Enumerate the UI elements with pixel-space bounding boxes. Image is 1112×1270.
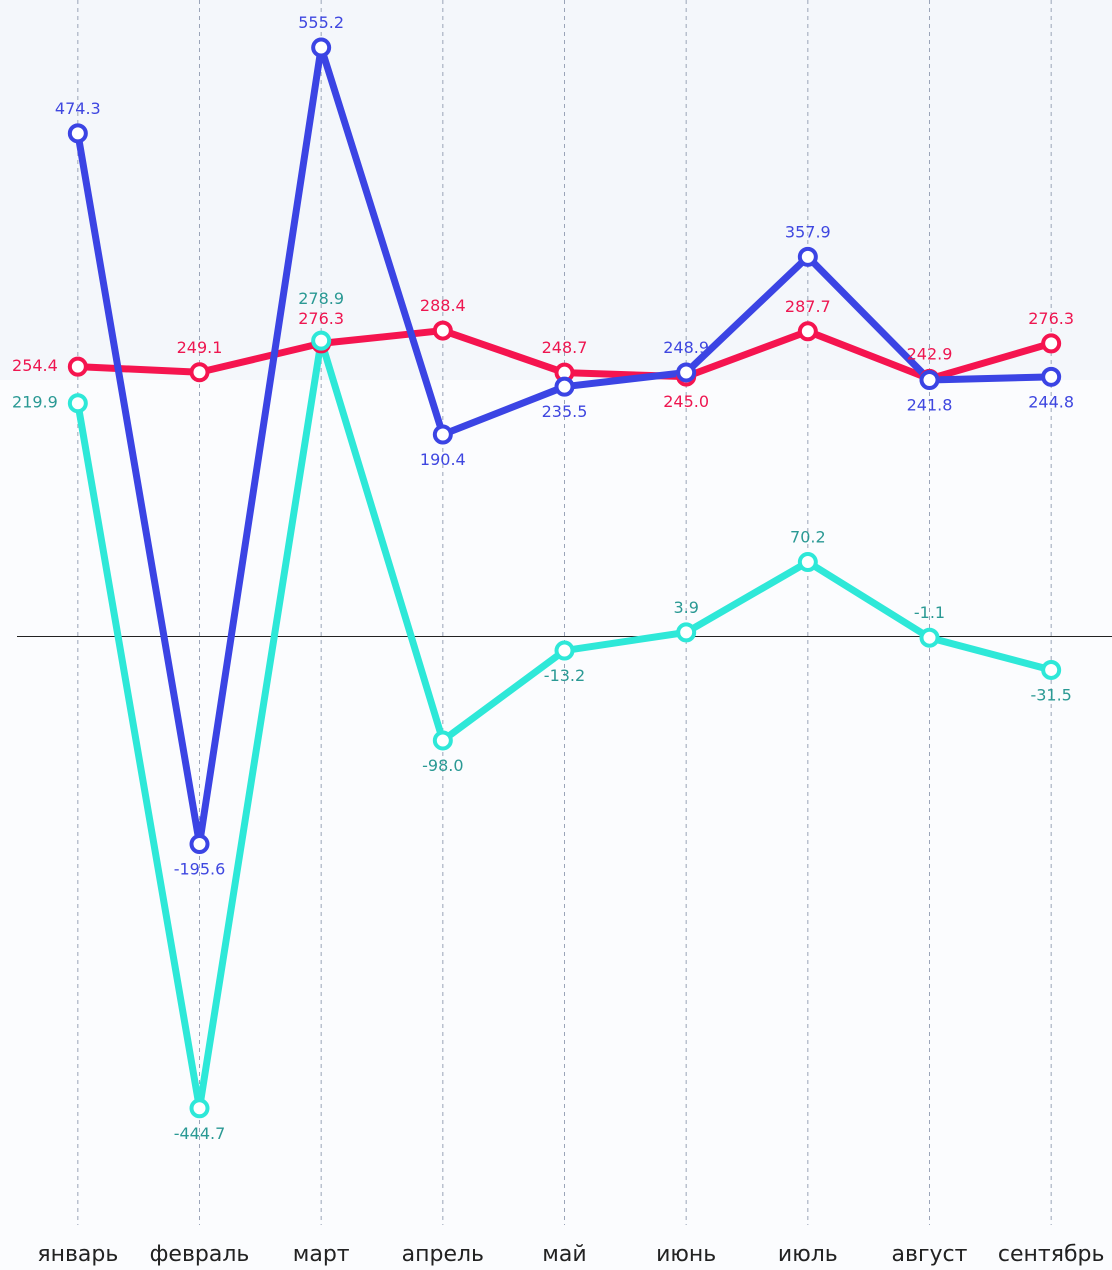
point xyxy=(797,321,818,342)
x-tick-label: март xyxy=(293,1242,350,1267)
data-label: 278.9 xyxy=(298,289,344,308)
x-tick-label: май xyxy=(542,1242,586,1267)
point xyxy=(797,246,818,267)
point xyxy=(919,370,940,391)
data-label: 235.5 xyxy=(542,402,588,421)
point xyxy=(189,362,210,383)
data-label: -13.2 xyxy=(544,666,585,685)
x-tick-label: февраль xyxy=(150,1242,250,1267)
point xyxy=(189,834,210,855)
x-tick-label: июль xyxy=(778,1242,838,1267)
data-label: 245.0 xyxy=(663,392,709,411)
data-label: 248.7 xyxy=(542,338,588,357)
data-label: 287.7 xyxy=(785,297,831,316)
x-tick-label: январь xyxy=(37,1242,118,1267)
point xyxy=(676,622,697,643)
data-label: 288.4 xyxy=(420,296,466,315)
data-label: 276.3 xyxy=(298,309,344,328)
data-label: 242.9 xyxy=(907,344,953,363)
point xyxy=(554,376,575,397)
data-label: -31.5 xyxy=(1030,685,1071,704)
data-label: 70.2 xyxy=(790,528,826,547)
data-label: 248.9 xyxy=(663,338,709,357)
backdrop xyxy=(0,0,1112,380)
point xyxy=(432,320,453,341)
data-label: 474.3 xyxy=(55,99,101,118)
x-tick-label: август xyxy=(892,1242,968,1267)
point xyxy=(1041,333,1062,354)
point xyxy=(67,356,88,377)
point xyxy=(311,37,332,58)
point xyxy=(189,1098,210,1119)
data-label: 357.9 xyxy=(785,222,831,241)
point xyxy=(432,730,453,751)
data-label: 249.1 xyxy=(177,338,223,357)
point xyxy=(1041,659,1062,680)
point xyxy=(311,330,332,351)
point xyxy=(432,424,453,445)
point xyxy=(1041,366,1062,387)
data-label: 244.8 xyxy=(1028,392,1074,411)
point xyxy=(67,393,88,414)
x-tick-label: июнь xyxy=(656,1242,716,1267)
data-label: 276.3 xyxy=(1028,309,1074,328)
point xyxy=(919,627,940,648)
data-label: -98.0 xyxy=(422,756,463,775)
data-label: -444.7 xyxy=(174,1124,226,1143)
data-label: 254.4 xyxy=(12,356,58,375)
data-label: 3.9 xyxy=(673,598,698,617)
data-label: 555.2 xyxy=(298,13,344,32)
x-tick-label: апрель xyxy=(402,1242,484,1267)
point xyxy=(797,552,818,573)
data-label: -1.1 xyxy=(914,603,945,622)
point xyxy=(554,640,575,661)
point xyxy=(676,362,697,383)
x-tick-label: сентябрь xyxy=(998,1242,1105,1267)
data-label: 241.8 xyxy=(907,396,953,415)
data-label: 190.4 xyxy=(420,450,466,469)
data-label: -195.6 xyxy=(174,860,226,879)
point xyxy=(67,123,88,144)
data-label: 219.9 xyxy=(12,393,58,412)
